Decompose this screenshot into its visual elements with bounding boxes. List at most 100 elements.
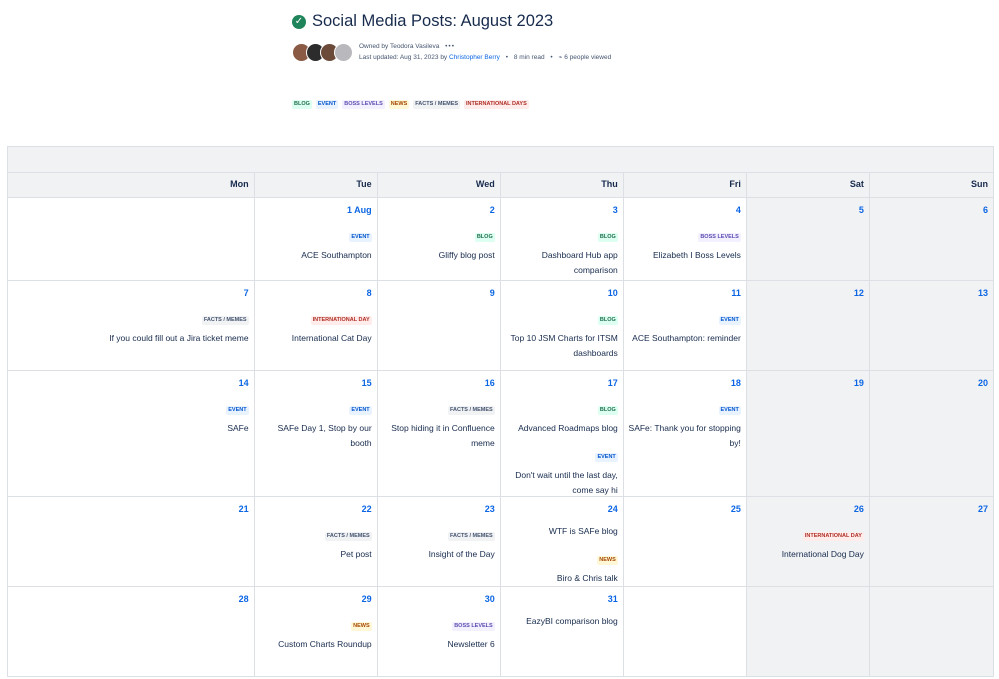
day-cell[interactable]: 20 <box>869 371 993 496</box>
calendar-event[interactable]: BLOG Gliffy blog post <box>382 225 495 263</box>
calendar-event[interactable]: EVENT Don't wait until the last day, come… <box>505 445 618 498</box>
event-title[interactable]: WTF is SAFe blog <box>548 526 618 536</box>
day-cell[interactable]: 7 FACTS / MEMES If you could fill out a Ji… <box>8 281 255 370</box>
day-number[interactable]: 10 <box>607 288 618 298</box>
day-number[interactable]: 1 Aug <box>346 205 372 215</box>
day-cell[interactable]: 31 EazyBI comparison blog <box>501 587 624 676</box>
day-cell[interactable]: 8 INTERNATIONAL DAY International Cat Day <box>255 281 378 370</box>
event-title[interactable]: Dashboard Hub app comparison <box>541 250 618 275</box>
calendar-event[interactable]: INTERNATIONAL DAY International Cat Day <box>259 308 372 346</box>
avatar[interactable] <box>334 42 353 62</box>
event-title[interactable]: SAFe <box>227 423 249 433</box>
day-cell[interactable]: 24 WTF is SAFe blog NEWS Biro & Chris talk <box>501 497 624 586</box>
day-number[interactable]: 14 <box>238 378 249 388</box>
day-number[interactable]: 2 <box>489 205 495 215</box>
viewers-count[interactable]: 6 people viewed <box>564 54 612 61</box>
day-number[interactable]: 16 <box>484 378 495 388</box>
contributor-avatars[interactable] <box>292 42 353 62</box>
day-cell[interactable]: 21 <box>8 497 255 586</box>
event-title[interactable]: International Cat Day <box>291 333 372 343</box>
day-cell[interactable]: 18 EVENT SAFe: Thank you for stopping by! <box>624 371 747 496</box>
event-title[interactable]: Advanced Roadmaps blog <box>518 423 618 433</box>
event-title[interactable]: EazyBI comparison blog <box>526 616 618 626</box>
calendar-event[interactable]: EVENT ACE Southampton <box>259 225 372 263</box>
day-cell[interactable]: 6 <box>869 198 993 280</box>
day-cell[interactable] <box>746 587 870 676</box>
day-cell[interactable]: 3 BLOG Dashboard Hub app comparison <box>501 198 624 280</box>
calendar-event[interactable]: EVENT SAFe Day 1, Stop by our booth <box>259 398 372 451</box>
calendar-event[interactable]: INTERNATIONAL DAY International Dog Day <box>751 524 864 562</box>
day-number[interactable]: 3 <box>612 205 618 215</box>
event-title[interactable]: Don't wait until the last day, come say … <box>515 470 618 495</box>
day-number[interactable]: 27 <box>977 504 988 514</box>
day-number[interactable]: 31 <box>607 594 618 604</box>
day-cell[interactable]: 25 <box>624 497 747 586</box>
day-cell[interactable]: 9 <box>378 281 501 370</box>
day-cell[interactable]: 10 BLOG Top 10 JSM Charts for ITSM dashboa… <box>501 281 624 370</box>
event-title[interactable]: Stop hiding it in Confluence meme <box>391 423 495 448</box>
event-title[interactable]: ACE Southampton <box>301 250 372 260</box>
event-title[interactable]: Newsletter 6 <box>447 639 495 649</box>
event-title[interactable]: Pet post <box>340 549 372 559</box>
day-number[interactable]: 12 <box>853 288 864 298</box>
day-cell[interactable]: 27 <box>869 497 993 586</box>
calendar-event[interactable]: FACTS / MEMES Stop hiding it in Confluenc… <box>382 398 495 451</box>
day-cell[interactable]: 30 BOSS LEVELS Newsletter 6 <box>378 587 501 676</box>
day-number[interactable]: 22 <box>361 504 372 514</box>
day-number[interactable]: 13 <box>977 288 988 298</box>
author-link[interactable]: Christopher Berry <box>449 54 500 61</box>
day-cell[interactable]: 16 FACTS / MEMES Stop hiding it in Conflue… <box>378 371 501 496</box>
calendar-event[interactable]: EazyBI comparison blog <box>505 614 618 629</box>
day-number[interactable]: 28 <box>238 594 249 604</box>
day-number[interactable]: 8 <box>366 288 372 298</box>
day-cell[interactable] <box>624 587 747 676</box>
day-number[interactable]: 30 <box>484 594 495 604</box>
day-number[interactable]: 17 <box>607 378 618 388</box>
day-cell[interactable]: 17 BLOG Advanced Roadmaps blog EVENT Don't w… <box>501 371 624 496</box>
day-cell[interactable]: 22 FACTS / MEMES Pet post <box>255 497 378 586</box>
day-cell[interactable]: 12 <box>746 281 870 370</box>
day-number[interactable]: 24 <box>607 504 618 514</box>
calendar-event[interactable]: BOSS LEVELS Elizabeth I Boss Levels <box>628 225 741 263</box>
day-number[interactable]: 4 <box>735 205 741 215</box>
day-number[interactable]: 11 <box>731 288 741 298</box>
day-number[interactable]: 6 <box>982 205 988 215</box>
event-title[interactable]: SAFe Day 1, Stop by our booth <box>277 423 372 448</box>
calendar-event[interactable]: BLOG Advanced Roadmaps blog <box>505 398 618 436</box>
event-title[interactable]: Insight of the Day <box>428 549 495 559</box>
day-number[interactable]: 26 <box>853 504 864 514</box>
day-number[interactable]: 18 <box>730 378 741 388</box>
event-title[interactable]: If you could fill out a Jira ticket meme <box>109 333 249 343</box>
day-number[interactable]: 9 <box>489 288 495 298</box>
day-number[interactable]: 7 <box>243 288 249 298</box>
event-title[interactable]: Gliffy blog post <box>438 250 495 260</box>
calendar-event[interactable]: EVENT SAFe <box>12 398 249 436</box>
day-cell[interactable]: 13 <box>869 281 993 370</box>
event-title[interactable]: Elizabeth I Boss Levels <box>652 250 741 260</box>
day-cell[interactable]: 15 EVENT SAFe Day 1, Stop by our booth <box>255 371 378 496</box>
calendar-event[interactable]: EVENT SAFe: Thank you for stopping by! <box>628 398 741 451</box>
calendar-event[interactable]: BOSS LEVELS Newsletter 6 <box>382 614 495 652</box>
day-cell[interactable]: 14 EVENT SAFe <box>8 371 255 496</box>
day-cell[interactable] <box>8 198 255 280</box>
event-title[interactable]: Custom Charts Roundup <box>278 639 372 649</box>
day-number[interactable]: 5 <box>858 205 864 215</box>
day-cell[interactable]: 29 NEWS Custom Charts Roundup <box>255 587 378 676</box>
analytics-icon[interactable]: ⌁ <box>558 54 563 61</box>
event-title[interactable]: International Dog Day <box>781 549 864 559</box>
calendar-event[interactable]: FACTS / MEMES Insight of the Day <box>382 524 495 562</box>
day-cell[interactable]: 2 BLOG Gliffy blog post <box>378 198 501 280</box>
event-title[interactable]: Top 10 JSM Charts for ITSM dashboards <box>510 333 618 358</box>
event-title[interactable]: ACE Southampton: reminder <box>632 333 741 343</box>
day-number[interactable]: 23 <box>484 504 495 514</box>
day-cell[interactable]: 28 <box>8 587 255 676</box>
more-actions-icon[interactable]: ••• <box>445 43 455 50</box>
day-cell[interactable]: 23 FACTS / MEMES Insight of the Day <box>378 497 501 586</box>
calendar-event[interactable]: EVENT ACE Southampton: reminder <box>628 308 741 346</box>
calendar-event[interactable]: WTF is SAFe blog <box>505 524 618 539</box>
day-number[interactable]: 25 <box>730 504 741 514</box>
event-title[interactable]: SAFe: Thank you for stopping by! <box>628 423 741 448</box>
day-number[interactable]: 29 <box>361 594 372 604</box>
calendar-event[interactable]: BLOG Dashboard Hub app comparison <box>505 225 618 278</box>
day-number[interactable]: 15 <box>361 378 372 388</box>
